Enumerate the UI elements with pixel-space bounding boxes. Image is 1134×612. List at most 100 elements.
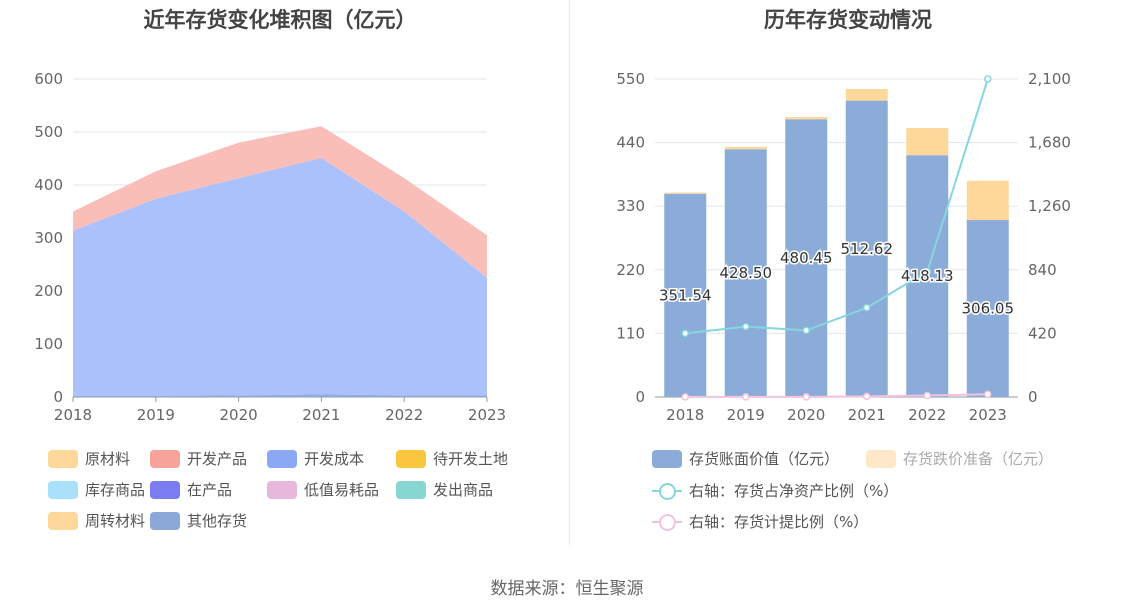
left-legend-item[interactable]: 库存商品 bbox=[48, 479, 145, 500]
right-y2-tick-label: 2,100 bbox=[1028, 70, 1071, 88]
line-point bbox=[863, 303, 871, 312]
left-y-tick-label: 600 bbox=[34, 70, 63, 88]
legend-label: 在产品 bbox=[187, 481, 233, 499]
bar-provision bbox=[845, 89, 888, 101]
legend-swatch bbox=[267, 449, 297, 468]
bar-book-value bbox=[906, 155, 949, 397]
panel-divider bbox=[569, 0, 570, 545]
line-point bbox=[923, 267, 931, 276]
legend-swatch bbox=[267, 480, 297, 499]
legend-label: 待开发土地 bbox=[433, 450, 509, 468]
legend-label: 周转材料 bbox=[85, 512, 146, 530]
bar-book-value bbox=[845, 100, 888, 398]
area-series bbox=[73, 126, 487, 278]
bar-data-label: 306.05 bbox=[962, 300, 1015, 318]
legend-label: 发出商品 bbox=[433, 481, 494, 499]
right-legend-item[interactable]: 右轴：存货计提比例（%） bbox=[652, 511, 868, 532]
right-x-tick-label: 2020 bbox=[787, 406, 825, 424]
legend-swatch bbox=[48, 449, 78, 468]
legend-swatch bbox=[866, 449, 896, 468]
left-legend-item[interactable]: 周转材料 bbox=[48, 510, 145, 531]
left-legend-item[interactable]: 开发产品 bbox=[150, 448, 247, 469]
legend-swatch bbox=[652, 482, 682, 500]
legend-swatch bbox=[396, 449, 426, 468]
legend-label: 库存商品 bbox=[85, 481, 146, 499]
bar-data-label: 428.50 bbox=[720, 264, 773, 282]
legend-label: 开发产品 bbox=[187, 450, 248, 468]
right-y-tick-label: 330 bbox=[616, 197, 645, 215]
right-y-tick-label: 550 bbox=[616, 70, 645, 88]
left-x-tick-label: 2019 bbox=[137, 406, 175, 424]
legend-label: 开发成本 bbox=[304, 450, 365, 468]
bar-data-label: 480.45 bbox=[780, 249, 833, 267]
bar-book-value bbox=[966, 220, 1009, 397]
line-provision-ratio bbox=[685, 393, 988, 398]
legend-label: 存货跌价准备（亿元） bbox=[903, 450, 1054, 468]
bar-data-label: 418.13 bbox=[901, 267, 954, 285]
legend-label: 低值易耗品 bbox=[304, 481, 380, 499]
left-legend-item[interactable]: 在产品 bbox=[150, 479, 232, 500]
line-point bbox=[802, 393, 810, 401]
legend-label: 其他存货 bbox=[187, 512, 248, 530]
bar-provision bbox=[664, 192, 707, 194]
bar-data-label: 351.54 bbox=[659, 286, 712, 304]
left-legend-item[interactable]: 其他存货 bbox=[150, 510, 247, 531]
left-y-tick-label: 100 bbox=[34, 335, 63, 353]
line-point bbox=[802, 326, 810, 335]
left-x-tick-label: 2020 bbox=[220, 406, 258, 424]
legend-swatch bbox=[150, 480, 180, 499]
legend-swatch bbox=[396, 480, 426, 499]
bar-book-value bbox=[724, 149, 767, 397]
bar-book-value bbox=[785, 119, 828, 397]
right-x-tick-label: 2022 bbox=[908, 406, 946, 424]
right-legend-item[interactable]: 存货跌价准备（亿元） bbox=[866, 448, 1053, 469]
line-net-asset-ratio bbox=[685, 78, 989, 335]
bar-data-label: 512.62 bbox=[841, 240, 894, 258]
bar-provision bbox=[724, 146, 767, 150]
right-y-tick-label: 220 bbox=[616, 261, 645, 279]
left-y-tick-label: 300 bbox=[34, 229, 63, 247]
left-y-tick-label: 0 bbox=[53, 388, 63, 406]
bar-book-value bbox=[664, 193, 707, 397]
left-legend-item[interactable]: 低值易耗品 bbox=[267, 479, 379, 500]
left-legend-item[interactable]: 原材料 bbox=[48, 448, 130, 469]
right-y2-tick-label: 1,260 bbox=[1028, 197, 1071, 215]
right-legend-item[interactable]: 右轴：存货占净资产比例（%） bbox=[652, 480, 898, 501]
legend-swatch bbox=[652, 449, 682, 468]
left-y-tick-label: 200 bbox=[34, 282, 63, 300]
right-x-tick-label: 2019 bbox=[727, 406, 765, 424]
legend-swatch bbox=[48, 480, 78, 499]
right-y-tick-label: 0 bbox=[635, 388, 645, 406]
right-x-tick-label: 2023 bbox=[969, 406, 1007, 424]
left-legend-item[interactable]: 发出商品 bbox=[396, 479, 493, 500]
right-chart-title: 历年存货变动情况 bbox=[764, 8, 932, 32]
line-point bbox=[863, 392, 871, 401]
left-legend-item[interactable]: 待开发土地 bbox=[396, 448, 508, 469]
legend-label: 原材料 bbox=[85, 450, 131, 468]
legend-swatch bbox=[150, 449, 180, 468]
left-y-tick-label: 500 bbox=[34, 123, 63, 141]
right-y2-tick-label: 840 bbox=[1028, 261, 1057, 279]
line-point bbox=[984, 75, 992, 83]
legend-swatch bbox=[652, 513, 682, 531]
right-y-tick-label: 110 bbox=[616, 324, 645, 342]
right-y2-tick-label: 420 bbox=[1028, 324, 1057, 342]
legend-label: 右轴：存货占净资产比例（%） bbox=[689, 482, 899, 500]
line-point bbox=[984, 390, 992, 398]
area-series bbox=[73, 158, 487, 396]
bar-provision bbox=[785, 116, 828, 120]
bar-provision bbox=[966, 180, 1009, 221]
legend-swatch bbox=[48, 511, 78, 530]
right-y-tick-label: 440 bbox=[616, 134, 645, 152]
left-x-tick-label: 2018 bbox=[54, 406, 92, 424]
line-point bbox=[681, 393, 689, 401]
left-legend-item[interactable]: 开发成本 bbox=[267, 448, 364, 469]
right-y2-tick-label: 1,680 bbox=[1028, 134, 1071, 152]
left-x-tick-label: 2021 bbox=[302, 406, 340, 424]
right-legend-item[interactable]: 存货账面价值（亿元） bbox=[652, 448, 839, 469]
left-chart-title: 近年存货变化堆积图（亿元） bbox=[143, 8, 417, 32]
legend-swatch bbox=[150, 511, 180, 530]
area-series bbox=[73, 394, 487, 397]
right-y2-tick-label: 0 bbox=[1028, 388, 1038, 406]
